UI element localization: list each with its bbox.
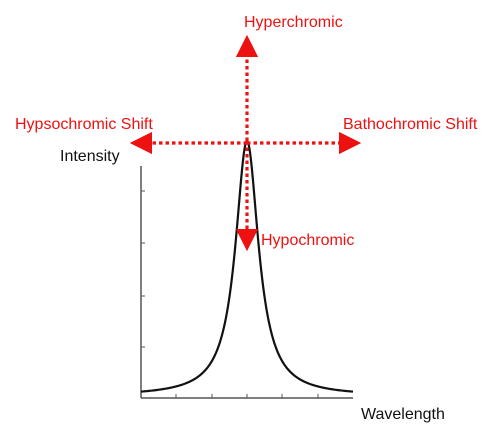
y-axis-label: Intensity — [60, 148, 120, 165]
hypochromic-label: Hypochromic — [261, 232, 355, 249]
hyperchromic-label: Hyperchromic — [244, 14, 343, 31]
hypsochromic-shift-label: Hypsochromic Shift — [15, 116, 153, 133]
shift-arrows — [129, 34, 362, 252]
x-axis-label: Wavelength — [361, 406, 445, 423]
peak-curve — [140, 139, 354, 393]
axes — [140, 166, 353, 399]
bathochromic-shift-label: Bathochromic Shift — [343, 116, 478, 133]
